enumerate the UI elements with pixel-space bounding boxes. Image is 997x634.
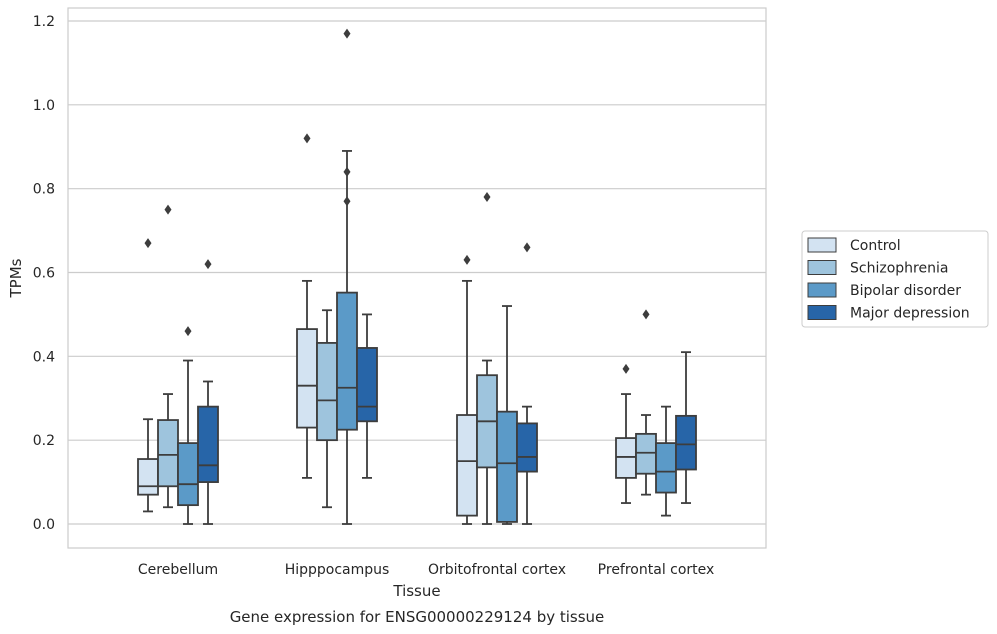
- y-axis-label: TPMs: [7, 258, 25, 298]
- y-ticks: 0.0 0.2 0.4 0.6 0.8 1.0 1.2: [33, 14, 55, 533]
- box-bipolar-disorder-1: [336, 28, 358, 525]
- box-bipolar-disorder-2: [496, 305, 518, 525]
- outlier-point: [343, 28, 351, 39]
- outlier-point: [303, 133, 311, 144]
- outlier-point: [642, 309, 650, 320]
- y-tick-label: 0.0: [33, 517, 55, 533]
- legend-swatch: [807, 237, 837, 253]
- box-major-depression-3: [675, 351, 697, 504]
- legend-swatch: [807, 260, 837, 275]
- box-body: [635, 432, 657, 475]
- outlier-point: [144, 238, 152, 249]
- legend-frame: [801, 230, 989, 328]
- legend-swatch: [807, 305, 837, 320]
- box-body: [177, 442, 199, 507]
- y-tick-label: 1.0: [33, 98, 55, 114]
- box-body: [356, 347, 378, 423]
- box-body: [157, 419, 179, 488]
- box-body: [655, 442, 677, 494]
- x-tick-label: Orbitofrontal cortex: [428, 562, 566, 578]
- legend-label: Schizophrenia: [850, 261, 948, 277]
- box-body: [137, 458, 159, 496]
- box-body: [197, 405, 219, 483]
- y-tick-label: 0.2: [33, 433, 55, 449]
- box-body: [296, 328, 318, 429]
- chart-caption: Gene expression for ENSG00000229124 by t…: [230, 608, 605, 626]
- box-major-depression-1: [356, 313, 378, 479]
- outlier-point: [523, 242, 531, 253]
- box-schizophrenia-0: [157, 204, 179, 509]
- outlier-point: [343, 196, 351, 207]
- y-tick-label: 0.6: [33, 266, 55, 282]
- x-tick-label: Cerebellum: [138, 562, 218, 578]
- outlier-point: [164, 204, 172, 215]
- box-body: [516, 422, 538, 473]
- x-ticks: Cerebellum Hipppocampus Orbitofrontal cort…: [138, 562, 714, 578]
- box-major-depression-0: [197, 259, 219, 525]
- plot-frame: [67, 7, 767, 549]
- legend-label: Major depression: [850, 306, 970, 322]
- box-control-3: [615, 363, 637, 504]
- outlier-point: [483, 192, 491, 203]
- box-body: [336, 291, 358, 431]
- x-tick-label: Prefrontal cortex: [598, 562, 715, 578]
- box-bipolar-disorder-0: [177, 326, 199, 525]
- box-schizophrenia-2: [476, 192, 498, 525]
- outlier-point: [463, 254, 471, 265]
- box-body: [456, 414, 478, 517]
- legend-label: Control: [850, 238, 901, 254]
- boxes: [137, 28, 697, 525]
- x-axis-label: Tissue: [392, 582, 440, 600]
- box-control-2: [456, 254, 478, 525]
- y-tick-label: 1.2: [33, 14, 55, 30]
- box-schizophrenia-1: [316, 309, 338, 509]
- box-body: [496, 410, 518, 523]
- outlier-point: [622, 363, 630, 374]
- box-major-depression-2: [516, 242, 538, 525]
- outlier-point: [184, 326, 192, 337]
- y-tick-label: 0.8: [33, 182, 55, 198]
- legend-swatch: [807, 282, 837, 298]
- legend: Control Schizophrenia Bipolar disorder Majo…: [801, 230, 989, 328]
- box-bipolar-disorder-3: [655, 405, 677, 517]
- y-tick-label: 0.4: [33, 349, 55, 365]
- box-body: [675, 414, 697, 471]
- box-control-1: [296, 133, 318, 479]
- box-body: [615, 437, 637, 479]
- box-body: [316, 342, 338, 442]
- legend-label: Bipolar disorder: [850, 283, 961, 299]
- box-control-0: [137, 238, 159, 513]
- box-schizophrenia-3: [635, 309, 657, 496]
- gridlines: [68, 20, 766, 525]
- x-tick-label: Hipppocampus: [285, 562, 390, 578]
- outlier-point: [343, 166, 351, 177]
- outlier-point: [204, 259, 212, 270]
